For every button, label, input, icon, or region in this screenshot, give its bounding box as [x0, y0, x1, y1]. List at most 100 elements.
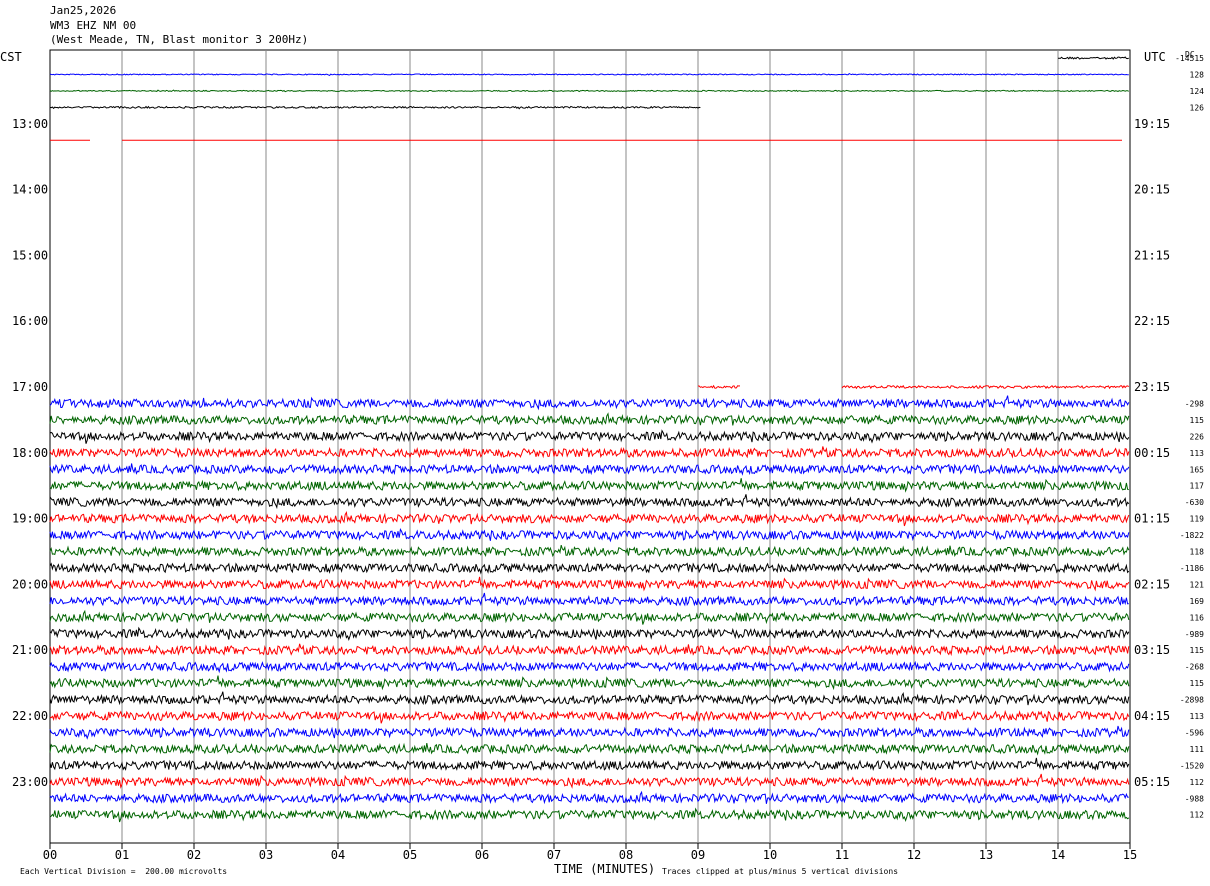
trace-row-3-segment-0: [49, 105, 701, 110]
dc-offset-label: 115: [1190, 416, 1205, 425]
dc-offset-label: 112: [1190, 811, 1205, 820]
dc-offset-label: 119: [1190, 515, 1205, 524]
dc-offset-label: 124: [1190, 87, 1205, 96]
left-hour-label: 17:00: [12, 380, 48, 394]
dc-offset-label: -1822: [1180, 531, 1204, 540]
trace-row-31-segment-0: [49, 561, 1130, 575]
left-hour-label: 16:00: [12, 314, 48, 328]
trace-row-40-segment-0: [49, 708, 1130, 724]
dc-offset-label: 121: [1190, 580, 1205, 589]
dc-offset-label: 113: [1190, 712, 1205, 721]
trace-row-27-segment-0: [49, 494, 1130, 510]
dc-offset-label: -298: [1185, 399, 1204, 408]
x-tick-label: 06: [475, 848, 489, 862]
dc-offset-label: 126: [1190, 103, 1205, 112]
right-timezone-label: UTC: [1144, 50, 1166, 64]
left-hour-label: 13:00: [12, 117, 48, 131]
x-tick-label: 01: [115, 848, 129, 862]
right-hour-label: 04:15: [1134, 709, 1170, 723]
chart-location: (West Meade, TN, Blast monitor 3 200Hz): [50, 33, 309, 46]
trace-row-26-segment-0: [49, 478, 1129, 493]
x-tick-label: 07: [547, 848, 561, 862]
left-hour-label: 18:00: [12, 446, 48, 460]
trace-row-41-segment-0: [49, 725, 1130, 740]
left-hour-label: 15:00: [12, 248, 48, 262]
x-tick-label: 14: [1051, 848, 1065, 862]
right-hour-label: 05:15: [1134, 775, 1170, 789]
clip-note: Traces clipped at plus/minus 5 vertical …: [662, 867, 899, 876]
x-axis-title: TIME (MINUTES): [554, 862, 656, 876]
dc-offset-label: -989: [1185, 630, 1204, 639]
plot-frame: [49, 49, 1131, 844]
right-hour-label: 22:15: [1134, 314, 1170, 328]
right-hour-label: 01:15: [1134, 512, 1170, 526]
trace-row-46-segment-0: [49, 807, 1130, 823]
x-tick-label: 13: [979, 848, 993, 862]
dc-offset-label: -630: [1185, 498, 1204, 507]
dc-offset-label: 117: [1190, 482, 1205, 491]
left-hour-label: 21:00: [12, 643, 48, 657]
trace-row-24-segment-0: [49, 446, 1130, 459]
left-hour-label: 19:00: [12, 512, 48, 526]
chart-station: WM3 EHZ NM 00: [50, 19, 137, 32]
x-tick-label: 15: [1123, 848, 1137, 862]
x-tick-label: 10: [763, 848, 777, 862]
right-hour-label: 03:15: [1134, 643, 1170, 657]
dc-offset-label: -268: [1185, 663, 1204, 672]
right-hour-label: 19:15: [1134, 117, 1170, 131]
x-tick-label: 05: [403, 848, 417, 862]
dc-offset-label: 169: [1190, 597, 1205, 606]
trace-row-30-segment-0: [49, 544, 1130, 558]
trace-row-34-segment-0: [49, 609, 1130, 625]
dc-offset-label: 115: [1190, 646, 1205, 655]
dc-offset-label: -2898: [1180, 696, 1204, 705]
trace-row-36-segment-0: [49, 643, 1130, 657]
right-hour-label: 23:15: [1134, 380, 1170, 394]
scale-note: Each Vertical Division = 200.00 microvol…: [20, 867, 228, 876]
trace-row-43-segment-0: [49, 757, 1130, 772]
trace-row-20-segment-1: [841, 384, 1130, 390]
dc-offset-label: 115: [1190, 679, 1205, 688]
x-tick-label: 03: [259, 848, 273, 862]
dc-offset-label: 118: [1190, 548, 1205, 557]
x-tick-label: 12: [907, 848, 921, 862]
trace-row-32-segment-0: [49, 576, 1130, 592]
trace-row-39-segment-0: [49, 691, 1130, 706]
left-hour-label: 20:00: [12, 577, 48, 591]
trace-row-33-segment-0: [49, 592, 1129, 607]
dc-offset-label: 165: [1190, 465, 1205, 474]
dc-offset-label: 128: [1190, 70, 1205, 79]
trace-row-2-segment-0: [49, 89, 1129, 93]
x-tick-label: 02: [187, 848, 201, 862]
trace-row-37-segment-0: [49, 660, 1130, 674]
trace-row-35-segment-0: [49, 626, 1130, 642]
dc-offset-label: 111: [1190, 745, 1205, 754]
left-hour-label: 22:00: [12, 709, 48, 723]
left-timezone-label: CST: [0, 50, 22, 64]
dc-offset-label: -14515: [1175, 54, 1204, 63]
trace-row-38-segment-0: [49, 675, 1130, 691]
trace-row-0-segment-0: [1058, 56, 1129, 60]
chart-date: Jan25,2026: [50, 4, 117, 17]
right-hour-label: 21:15: [1134, 248, 1170, 262]
dc-offset-label: -596: [1185, 728, 1204, 737]
dc-offset-label: 113: [1190, 449, 1205, 458]
trace-row-1-segment-0: [49, 72, 1129, 76]
trace-row-20-segment-0: [698, 384, 741, 389]
x-tick-label: 08: [619, 848, 633, 862]
left-hour-label: 14:00: [12, 183, 48, 197]
dc-offset-label: -1186: [1180, 564, 1204, 573]
trace-row-28-segment-0: [49, 511, 1130, 527]
dc-offset-label: -1520: [1180, 761, 1204, 770]
trace-row-21-segment-0: [49, 395, 1130, 411]
x-tick-label: 00: [43, 848, 57, 862]
dc-offset-label: 112: [1190, 778, 1205, 787]
trace-row-44-segment-0: [49, 773, 1130, 789]
dc-offset-label: 226: [1190, 432, 1205, 441]
trace-row-25-segment-0: [49, 463, 1130, 476]
right-hour-label: 02:15: [1134, 577, 1170, 591]
trace-row-42-segment-0: [49, 742, 1130, 756]
x-tick-label: 11: [835, 848, 849, 862]
dc-header-label: DC: [1185, 50, 1195, 59]
